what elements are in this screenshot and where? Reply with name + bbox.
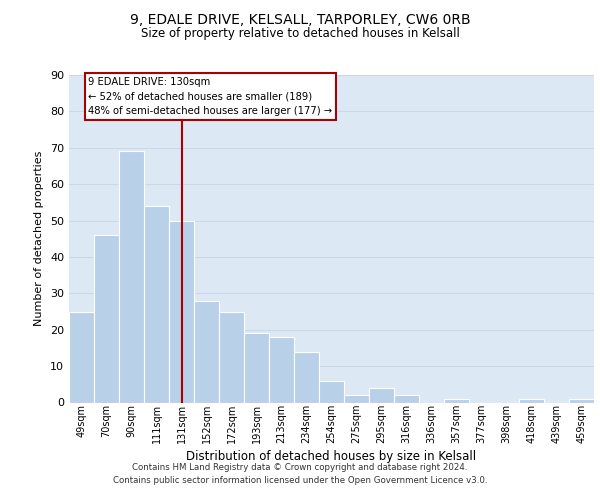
Bar [269,337,294,402]
Bar [444,399,469,402]
Bar [144,206,169,402]
Bar [369,388,394,402]
Text: 9 EDALE DRIVE: 130sqm
← 52% of detached houses are smaller (189)
48% of semi-det: 9 EDALE DRIVE: 130sqm ← 52% of detached … [89,77,332,116]
Bar [294,352,319,403]
Text: Contains HM Land Registry data © Crown copyright and database right 2024.: Contains HM Land Registry data © Crown c… [132,464,468,472]
Text: Size of property relative to detached houses in Kelsall: Size of property relative to detached ho… [140,28,460,40]
Bar [519,399,544,402]
Text: 9, EDALE DRIVE, KELSALL, TARPORLEY, CW6 0RB: 9, EDALE DRIVE, KELSALL, TARPORLEY, CW6 … [130,12,470,26]
Bar [319,380,344,402]
Bar [169,220,194,402]
Bar [69,312,94,402]
Bar [194,300,219,402]
Y-axis label: Number of detached properties: Number of detached properties [34,151,44,326]
Bar [94,235,119,402]
Bar [569,399,594,402]
Bar [119,152,144,402]
Text: Contains public sector information licensed under the Open Government Licence v3: Contains public sector information licen… [113,476,487,485]
X-axis label: Distribution of detached houses by size in Kelsall: Distribution of detached houses by size … [187,450,476,464]
Bar [244,334,269,402]
Bar [394,395,419,402]
Bar [344,395,369,402]
Bar [219,312,244,402]
